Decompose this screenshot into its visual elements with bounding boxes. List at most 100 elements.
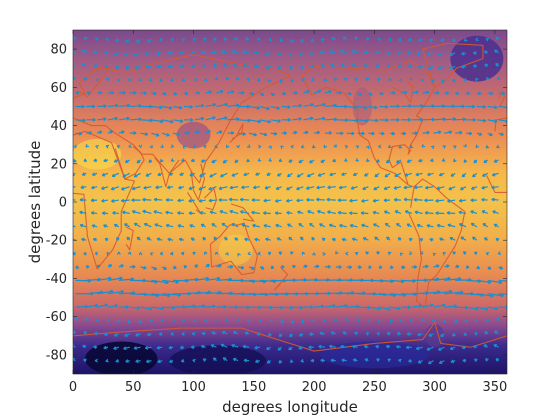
wind-arrow	[323, 78, 328, 82]
wind-arrow	[248, 119, 262, 124]
wind-arrow	[96, 264, 101, 269]
wind-arrow	[161, 266, 167, 270]
wind-arrow	[476, 104, 486, 109]
wind-arrow	[151, 119, 164, 124]
wind-arrow	[270, 92, 275, 96]
wind-arrow	[143, 222, 152, 228]
wind-arrow	[281, 91, 287, 96]
wind-arrow	[496, 317, 501, 321]
wind-arrow	[311, 77, 315, 82]
wind-arrow	[170, 331, 174, 336]
wind-arrow	[483, 50, 488, 55]
wind-arrow	[172, 119, 184, 123]
wind-arrow	[387, 251, 392, 256]
wind-arrow	[238, 265, 245, 270]
wind-arrow	[183, 265, 187, 269]
wind-arrow	[487, 306, 499, 311]
wind-arrow	[226, 144, 230, 149]
coastline-australia	[209, 222, 259, 276]
wind-arrow	[227, 103, 240, 108]
wind-arrow	[238, 90, 245, 95]
wind-arrow	[209, 172, 217, 178]
wind-arrow	[442, 252, 447, 256]
y-axis: -80 -60 -40 -20 0 20 40 60 80	[46, 43, 507, 363]
wind-arrow	[242, 50, 250, 54]
wind-arrow	[331, 237, 337, 242]
wind-arrow	[487, 119, 498, 123]
wind-arrow	[376, 251, 380, 255]
wind-arrow	[151, 306, 164, 311]
wind-arrow	[107, 264, 113, 268]
wind-arrow	[123, 52, 130, 57]
wind-arrow	[324, 304, 336, 308]
wind-arrow	[205, 116, 216, 121]
wind-arrow	[220, 172, 228, 178]
wind-arrow	[406, 331, 412, 336]
wind-arrow	[428, 333, 434, 337]
wind-arrow	[452, 38, 456, 42]
wind-arrow	[476, 118, 487, 123]
wind-arrow	[265, 237, 271, 242]
wind-arrow	[270, 105, 280, 110]
wind-arrow	[452, 78, 456, 83]
wind-arrow	[118, 90, 126, 95]
wind-arrow	[222, 357, 228, 362]
wind-arrow	[309, 222, 315, 228]
wind-arrow	[135, 332, 141, 337]
wind-arrow	[142, 197, 152, 202]
wind-arrow	[463, 143, 467, 148]
wind-arrow	[420, 318, 425, 322]
wind-arrow	[107, 276, 123, 281]
wind-arrow	[275, 198, 282, 203]
y-tick-label: -60	[46, 310, 67, 325]
wind-arrow	[86, 104, 96, 109]
wind-arrow	[168, 50, 174, 55]
wind-arrow	[361, 223, 369, 228]
wind-arrow	[313, 264, 320, 269]
wind-arrow	[183, 104, 193, 109]
wind-arrow	[208, 198, 217, 203]
wind-arrow	[335, 265, 342, 269]
wind-arrow	[290, 144, 294, 149]
wind-arrow	[292, 117, 302, 121]
wind-arrow	[269, 318, 273, 323]
wind-arrow	[151, 105, 163, 110]
wind-arrow	[364, 358, 369, 362]
wind-arrow	[487, 266, 492, 270]
wind-arrow	[202, 64, 206, 69]
wind-arrow	[303, 264, 308, 269]
wind-arrow	[429, 237, 434, 242]
wind-arrow	[258, 318, 262, 323]
wind-arrow	[436, 223, 445, 228]
wind-arrow	[455, 104, 465, 109]
wind-arrow	[192, 319, 197, 323]
wind-arrow	[138, 144, 143, 148]
wind-arrow	[396, 159, 402, 164]
wind-arrow	[433, 130, 442, 135]
wind-arrow	[389, 319, 393, 324]
wind-arrow	[383, 186, 391, 191]
wind-arrow	[419, 250, 424, 255]
wind-arrow	[75, 91, 80, 95]
wind-arrow	[463, 37, 468, 42]
wind-arrow	[127, 319, 132, 324]
wind-arrow	[111, 172, 120, 178]
wind-arrow	[346, 131, 355, 136]
wind-arrow	[257, 144, 262, 149]
wind-arrow	[461, 51, 467, 56]
wind-arrow	[303, 102, 314, 108]
x-tick-label: 150	[241, 380, 266, 395]
wind-arrow	[444, 117, 457, 122]
wind-arrow	[94, 331, 98, 336]
wind-arrow	[181, 331, 185, 336]
wind-arrow	[303, 305, 314, 309]
wind-arrow	[494, 330, 499, 335]
y-tick-label: -20	[46, 234, 67, 249]
wind-arrow	[228, 197, 239, 202]
wind-arrow	[216, 116, 228, 121]
wind-arrow	[74, 317, 78, 321]
wind-arrow	[96, 303, 109, 308]
wind-arrow	[316, 197, 326, 202]
wind-arrow	[287, 223, 293, 228]
wind-arrow	[204, 319, 208, 323]
